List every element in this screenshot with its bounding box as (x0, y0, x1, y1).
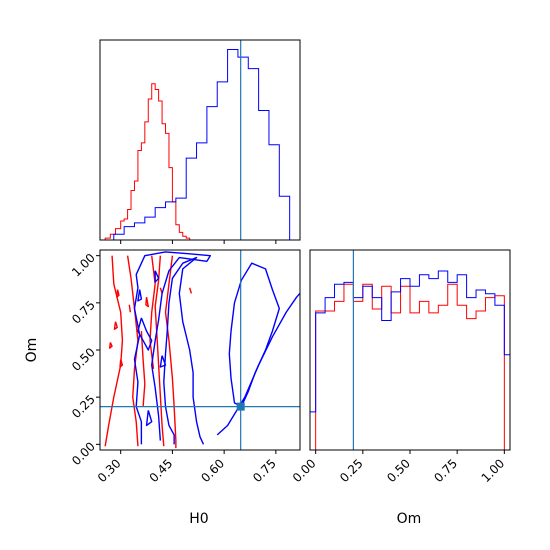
contour-series-1-line-11 (128, 304, 132, 313)
contour-series-2-line-2 (163, 256, 205, 445)
contour-series-2-line-7 (154, 270, 160, 283)
y-axis-label-om: Om (24, 338, 40, 363)
contour-series-1-line-12 (145, 297, 149, 308)
contour-series-2-line-8 (159, 355, 167, 368)
contour-series-1-line-2 (164, 255, 177, 449)
contour-series-2-line-9 (145, 410, 153, 427)
contour-series-1-line-7 (116, 289, 120, 298)
contour-series-1-line-4 (154, 255, 165, 447)
contour-series-1-line-10 (119, 359, 124, 368)
truth-marker (236, 402, 245, 411)
contour-series-1-line-3 (126, 255, 139, 447)
h0-hist-series-2 (100, 49, 300, 240)
h0-marginal-panel (99, 39, 301, 244)
om-hist-series-2 (310, 270, 510, 450)
contour-series-1-line-9 (108, 342, 113, 349)
contour-series-1-line-8 (113, 321, 118, 330)
contour-series-2-line-5 (137, 317, 153, 351)
contour-series-2-line-1 (133, 251, 212, 445)
contour-series-2-line-6 (137, 289, 143, 302)
x-axis-label-om: Om (397, 511, 422, 527)
contour-series-2-line-4 (228, 262, 281, 408)
contour-series-1-line-1 (104, 255, 124, 447)
contour-series-1-line-5 (149, 255, 156, 369)
h0-frame (99, 39, 301, 241)
h0-hist-series-1 (100, 83, 194, 240)
contour-series-1-line-14 (188, 287, 193, 294)
om-hist-series-1 (315, 283, 505, 450)
h0-om-contour-panel: 0.30 0.45 0.60 0.750.000.250.500.751.00 (69, 249, 301, 485)
contour-series-1-line-6 (140, 331, 146, 407)
x-axis-label-h0: H0 (189, 511, 208, 527)
